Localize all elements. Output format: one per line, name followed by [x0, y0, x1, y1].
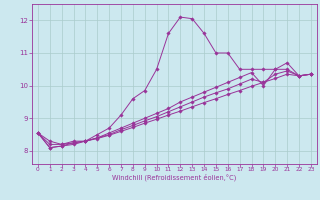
- X-axis label: Windchill (Refroidissement éolien,°C): Windchill (Refroidissement éolien,°C): [112, 174, 236, 181]
